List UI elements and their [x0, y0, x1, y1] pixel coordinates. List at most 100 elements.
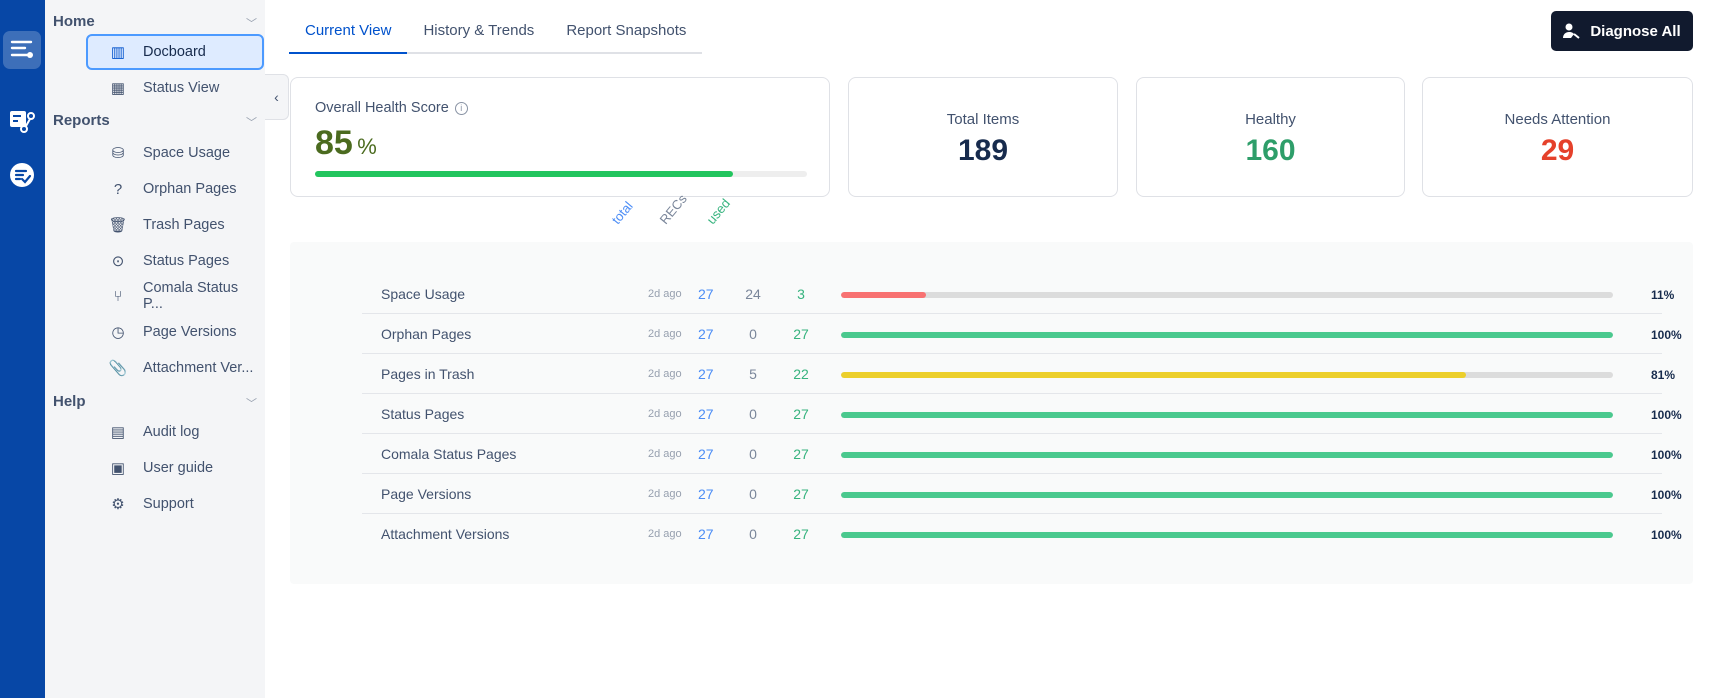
- row-name[interactable]: Attachment Versions: [381, 526, 510, 542]
- sidebar-section-help[interactable]: Help: [53, 393, 86, 410]
- row-recs: 24: [745, 286, 761, 302]
- row-used: 27: [793, 486, 809, 502]
- row-last-run: 2d ago: [648, 448, 682, 460]
- table-row[interactable]: Page Versions 2d ago 27 0 27 100%: [362, 474, 1682, 514]
- row-progress-bar: [841, 412, 1613, 418]
- row-percent: 81%: [1651, 368, 1676, 382]
- row-name[interactable]: Orphan Pages: [381, 326, 472, 342]
- stat-value: 29: [1540, 134, 1575, 167]
- sidebar-item-support[interactable]: ⚙ Support: [86, 486, 264, 522]
- row-percent: 100%: [1651, 328, 1682, 342]
- row-progress-bar: [841, 372, 1613, 378]
- stat-card-total-items: Total Items 189: [848, 77, 1118, 197]
- chevron-down-icon[interactable]: ﹀: [246, 18, 257, 30]
- sidebar-item-user-guide[interactable]: ▣ User guide: [86, 450, 264, 486]
- row-progress-fill: [841, 372, 1467, 378]
- sidebar-item-docboard[interactable]: ▥ Docboard: [86, 34, 264, 70]
- view-tabs: Current View History & Trends Report Sna…: [289, 14, 703, 54]
- row-percent: 100%: [1651, 488, 1682, 502]
- stat-label: Total Items: [946, 111, 1020, 128]
- sidebar: Home ﹀ ▥ Docboard ▦ Status View Reports ﹀ ⛁ Space…: [45, 0, 265, 698]
- stat-label: Needs Attention: [1504, 111, 1611, 128]
- sidebar-item-page-versions[interactable]: ◷ Page Versions: [86, 314, 264, 350]
- row-used: 3: [797, 286, 805, 302]
- row-used: 27: [793, 446, 809, 462]
- sidebar-item-label: Page Versions: [143, 324, 237, 340]
- sidebar-item-trash-pages[interactable]: 🗑 Trash Pages: [86, 207, 264, 243]
- row-last-run: 2d ago: [648, 408, 682, 420]
- row-name[interactable]: Pages in Trash: [381, 366, 475, 382]
- row-name[interactable]: Space Usage: [381, 286, 466, 302]
- sidebar-item-orphan-pages[interactable]: ? Orphan Pages: [86, 171, 264, 207]
- sidebar-item-label: Support: [143, 496, 194, 512]
- tab-current-view[interactable]: Current View: [289, 14, 408, 54]
- row-progress-fill: [841, 332, 1613, 338]
- sidebar-item-label: Comala Status P...: [143, 280, 239, 312]
- chevron-down-icon[interactable]: ﹀: [246, 117, 257, 129]
- row-progress-fill: [841, 412, 1613, 418]
- sidebar-item-label: Docboard: [143, 44, 206, 60]
- row-last-run: 2d ago: [648, 528, 682, 540]
- drive-icon: ⛁: [111, 145, 125, 162]
- sidebar-item-label: User guide: [143, 460, 214, 476]
- checklist-icon[interactable]: [3, 156, 41, 194]
- stat-value: 160: [1245, 134, 1296, 167]
- diagnose-all-label: Diagnose All: [1590, 22, 1681, 40]
- grid-icon: ▦: [110, 80, 126, 97]
- row-progress-fill: [841, 292, 926, 298]
- menu-icon[interactable]: [3, 31, 41, 69]
- row-progress-fill: [841, 452, 1613, 458]
- paperclip-icon: 📎: [108, 360, 128, 377]
- support-icon: ⚙: [111, 496, 125, 513]
- sidebar-item-status-pages[interactable]: ⊙ Status Pages: [86, 243, 264, 279]
- collapse-sidebar-button[interactable]: ‹: [265, 74, 289, 120]
- stat-card-needs-attention: Needs Attention 29: [1422, 77, 1693, 197]
- row-total: 27: [698, 326, 714, 342]
- row-progress-bar: [841, 292, 1613, 298]
- sidebar-item-status-view[interactable]: ▦ Status View: [86, 70, 264, 106]
- table-row[interactable]: Orphan Pages 2d ago 27 0 27 100%: [362, 314, 1682, 354]
- app-rail: [0, 0, 45, 698]
- table-row[interactable]: Comala Status Pages 2d ago 27 0 27 100%: [362, 434, 1682, 474]
- report-flow-icon[interactable]: [3, 102, 41, 140]
- tab-report-snapshots[interactable]: Report Snapshots: [566, 22, 687, 39]
- table-row[interactable]: Attachment Versions 2d ago 27 0 27 100%: [362, 514, 1682, 554]
- row-percent: 100%: [1651, 408, 1682, 422]
- stat-value: 189: [957, 134, 1009, 167]
- row-name[interactable]: Page Versions: [381, 486, 472, 502]
- row-progress-bar: [841, 332, 1613, 338]
- row-used: 27: [793, 326, 809, 342]
- row-recs: 0: [749, 526, 757, 542]
- row-total: 27: [698, 286, 714, 302]
- stat-card-healthy: Healthy 160: [1136, 77, 1405, 197]
- row-recs: 5: [749, 366, 757, 382]
- health-score-card: Overall Health Score i 85 %: [290, 77, 830, 197]
- row-name[interactable]: Comala Status Pages: [381, 446, 517, 462]
- table-row[interactable]: Space Usage 2d ago 27 24 3 11%: [362, 274, 1674, 314]
- table-row[interactable]: Status Pages 2d ago 27 0 27 100%: [362, 394, 1682, 434]
- sidebar-item-label: Space Usage: [143, 145, 231, 161]
- row-progress-bar: [841, 532, 1613, 538]
- row-used: 27: [793, 526, 809, 542]
- diagnose-all-button[interactable]: Diagnose All: [1551, 11, 1693, 51]
- table-row[interactable]: Pages in Trash 2d ago 27 5 22 81%: [362, 354, 1675, 394]
- sidebar-item-space-usage[interactable]: ⛁ Space Usage: [86, 135, 264, 171]
- row-percent: 11%: [1651, 288, 1675, 302]
- row-last-run: 2d ago: [648, 288, 682, 300]
- sidebar-section-reports[interactable]: Reports: [53, 112, 110, 129]
- sidebar-item-label: Status Pages: [143, 253, 230, 269]
- sidebar-item-audit-log[interactable]: ▤ Audit log: [86, 414, 264, 450]
- row-name[interactable]: Status Pages: [381, 406, 465, 422]
- health-progress-bar: [315, 171, 807, 177]
- row-total: 27: [698, 486, 714, 502]
- trash-icon: 🗑: [108, 217, 128, 234]
- sidebar-item-comala-status-p-[interactable]: ⑂ Comala Status P...: [86, 278, 264, 314]
- chevron-down-icon[interactable]: ﹀: [246, 398, 257, 410]
- chevron-left-icon: ‹: [274, 89, 279, 105]
- info-icon[interactable]: i: [454, 101, 468, 115]
- sidebar-item-attachment-ver-[interactable]: 📎 Attachment Ver...: [86, 350, 264, 386]
- tab-history-trends[interactable]: History & Trends: [423, 22, 535, 39]
- row-total: 27: [698, 446, 714, 462]
- row-progress-bar: [841, 492, 1613, 498]
- sidebar-section-home[interactable]: Home: [53, 13, 95, 30]
